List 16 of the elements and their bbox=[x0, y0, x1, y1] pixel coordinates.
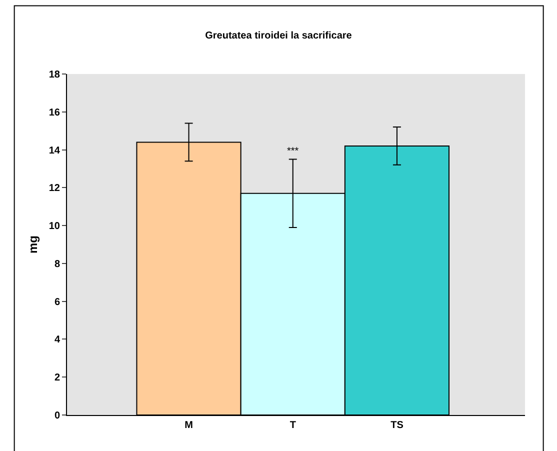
y-axis-title: mg bbox=[26, 236, 40, 254]
y-tick-label: 18 bbox=[48, 70, 60, 80]
y-tick-label: 4 bbox=[54, 334, 60, 346]
x-tick-label: T bbox=[290, 420, 296, 431]
y-tick-label: 10 bbox=[48, 221, 60, 232]
x-tick-label: M bbox=[184, 420, 193, 431]
y-tick-label: 2 bbox=[54, 372, 60, 384]
y-tick-label: 6 bbox=[54, 296, 60, 308]
annotation: *** bbox=[287, 146, 299, 157]
chart-title: Greutatea tiroidei la sacrificare bbox=[205, 30, 352, 42]
y-tick-label: 14 bbox=[48, 145, 60, 156]
y-tick-label: 16 bbox=[48, 107, 60, 118]
y-tick-label: 12 bbox=[48, 183, 60, 194]
y-tick-label: 0 bbox=[54, 410, 60, 422]
x-tick-label: TS bbox=[390, 420, 404, 431]
y-tick-label: 8 bbox=[54, 258, 60, 270]
